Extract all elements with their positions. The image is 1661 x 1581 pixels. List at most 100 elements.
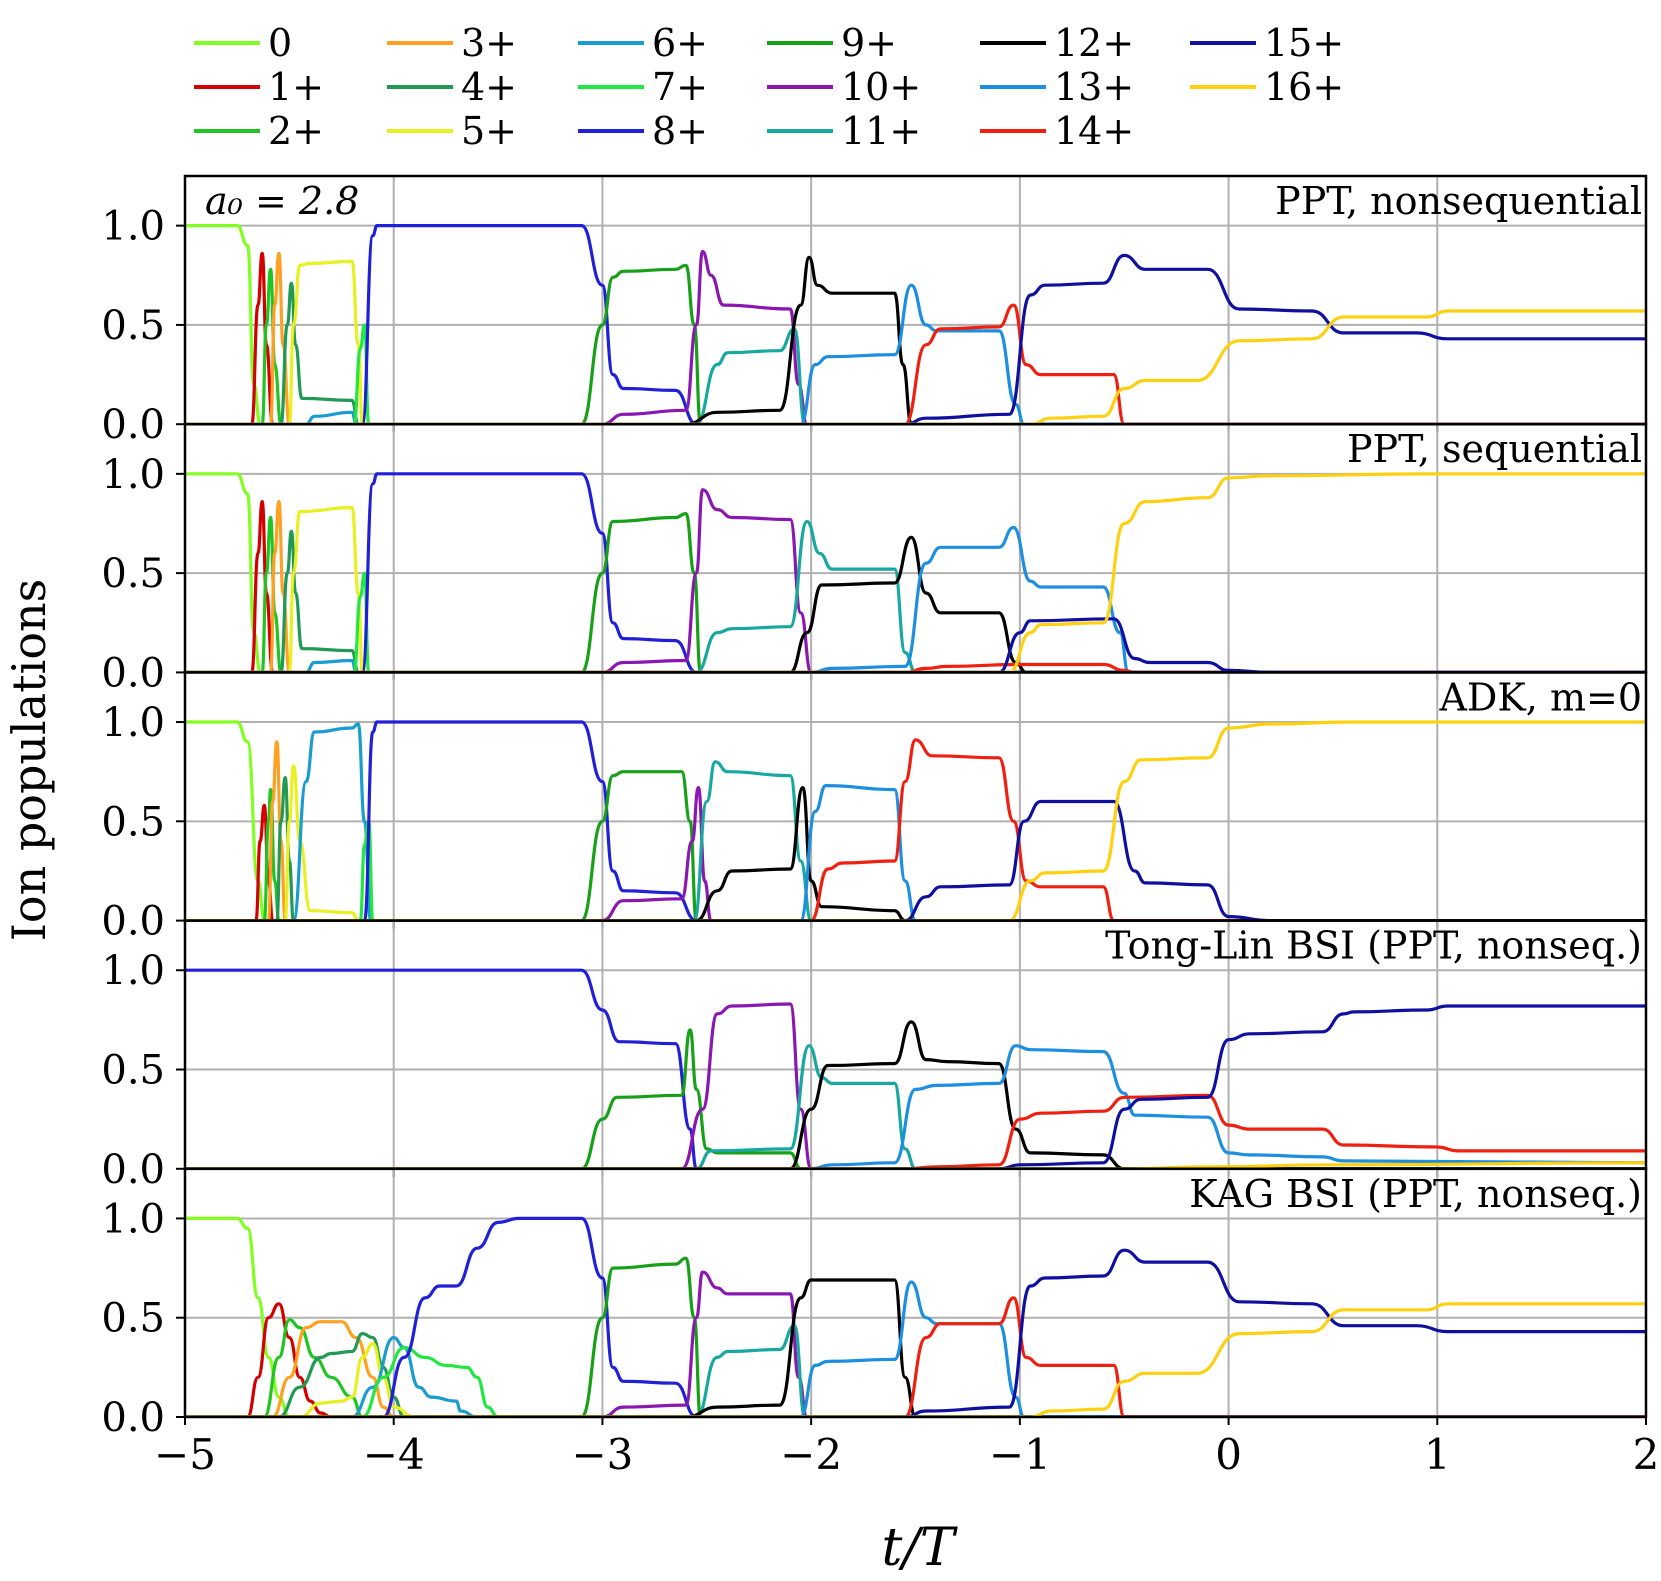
legend-label: 5+ xyxy=(461,109,517,153)
y-tick-label: 0.5 xyxy=(101,799,165,845)
series-line-3plus xyxy=(185,500,1646,673)
series-line-9plus xyxy=(185,1028,1646,1169)
series-line-9plus xyxy=(185,770,1646,921)
panel-frame xyxy=(183,671,1648,922)
legend-label: 10+ xyxy=(841,65,921,109)
y-tick-label: 0.0 xyxy=(101,650,165,696)
panel-1: 0.0 0.5 1.0 PPT, nonsequential a₀ = 2.8 xyxy=(101,174,1648,448)
series-line-13plus xyxy=(185,784,1646,921)
series-line-13plus xyxy=(185,1044,1646,1169)
panel-title: ADK, m=0 xyxy=(1438,675,1642,719)
series-line-15plus xyxy=(185,253,1646,425)
series-line-1plus xyxy=(185,251,1646,425)
x-tick-label: −5 xyxy=(154,1430,216,1479)
y-tick-label: 0.0 xyxy=(101,1147,165,1193)
annotation-a0: a₀ = 2.8 xyxy=(205,179,359,223)
y-tick-label: 0.5 xyxy=(101,1048,165,1094)
legend-label: 7+ xyxy=(652,65,708,109)
y-tick-label: 0.0 xyxy=(101,402,165,448)
panel-title: PPT, nonsequential xyxy=(1275,179,1642,223)
series-line-1plus xyxy=(185,803,1646,921)
panel-2: 0.0 0.5 1.0 PPT, sequential xyxy=(101,422,1648,696)
series-line-10plus xyxy=(185,1270,1646,1418)
series-line-12plus xyxy=(185,255,1646,425)
series-line-15plus xyxy=(185,1248,1646,1418)
series-line-11plus xyxy=(185,327,1646,425)
series-line-1plus xyxy=(185,1302,1646,1418)
x-axis-label: t/T xyxy=(881,1518,957,1578)
panel-4: 0.0 0.5 1.0 Tong-Lin BSI (PPT, nonseq.) xyxy=(101,919,1648,1193)
series-line-9plus xyxy=(185,1256,1646,1418)
series-line-10plus xyxy=(185,488,1646,673)
panel-frame xyxy=(183,1167,1648,1419)
series-line-9plus xyxy=(185,512,1646,673)
legend: 01+2+ 3+4+5+ 6+7+8+ 9+10+11+ 12+13+14+ 15+16+ xyxy=(194,21,1344,153)
panel-5: 0.0 0.5 1.0 KAG BSI (PPT, nonseq.) −5 −4 −3 −2 −… xyxy=(101,1167,1660,1479)
y-tick-label: 1.0 xyxy=(101,452,165,498)
series-line-16plus xyxy=(185,1302,1646,1418)
series-line-11plus xyxy=(185,1044,1646,1169)
series-line-3plus xyxy=(185,251,1646,425)
series-line-5plus xyxy=(185,764,1646,921)
legend-label: 4+ xyxy=(461,65,517,109)
legend-label: 12+ xyxy=(1054,21,1134,65)
series-line-10plus xyxy=(185,786,1646,921)
series-line-10plus xyxy=(185,1002,1646,1169)
series-line-10plus xyxy=(185,249,1646,425)
series-line-4plus xyxy=(185,776,1646,921)
x-tick-label: −1 xyxy=(989,1430,1051,1479)
legend-label: 3+ xyxy=(461,21,517,65)
y-tick-label: 0.5 xyxy=(101,1296,165,1342)
series-line-11plus xyxy=(185,760,1646,921)
series-line-0 xyxy=(185,223,1646,425)
legend-label: 15+ xyxy=(1264,21,1344,65)
legend-label: 13+ xyxy=(1054,65,1134,109)
series-line-14plus xyxy=(185,303,1646,425)
series-line-8plus xyxy=(185,223,1646,425)
legend-label: 16+ xyxy=(1264,65,1344,109)
panel-title: PPT, sequential xyxy=(1347,427,1642,471)
series-line-14plus xyxy=(185,1093,1646,1169)
series-line-1plus xyxy=(185,500,1646,673)
y-tick-label: 0.5 xyxy=(101,303,165,349)
legend-label: 14+ xyxy=(1054,109,1134,153)
series-line-15plus xyxy=(185,1004,1646,1169)
series-line-9plus xyxy=(185,263,1646,425)
series-line-16plus xyxy=(185,309,1646,425)
legend-label: 8+ xyxy=(652,109,708,153)
y-axis-label: Ion populations xyxy=(2,579,56,942)
series-line-12plus xyxy=(185,786,1646,921)
series-line-14plus xyxy=(185,738,1646,921)
legend-label: 0 xyxy=(268,21,292,65)
y-tick-label: 1.0 xyxy=(101,700,165,746)
x-tick-label: −4 xyxy=(363,1430,425,1479)
legend-label: 11+ xyxy=(841,109,921,153)
y-tick-label: 1.0 xyxy=(101,1196,165,1242)
series-line-15plus xyxy=(185,799,1646,921)
x-tick-label: −2 xyxy=(780,1430,842,1479)
series-line-2plus xyxy=(185,267,1646,425)
y-tick-label: 0.0 xyxy=(101,1395,165,1441)
x-tick-label: 2 xyxy=(1633,1430,1660,1479)
y-tick-label: 1.0 xyxy=(101,948,165,994)
x-tick-label: −3 xyxy=(571,1430,633,1479)
legend-label: 2+ xyxy=(268,109,324,153)
series-line-5plus xyxy=(185,506,1646,673)
series-line-8plus xyxy=(185,968,1646,1169)
y-tick-label: 0.0 xyxy=(101,899,165,945)
legend-label: 9+ xyxy=(841,21,897,65)
y-tick-label: 1.0 xyxy=(101,204,165,250)
y-tick-label: 0.5 xyxy=(101,551,165,597)
panel-3: 0.0 0.5 1.0 ADK, m=0 xyxy=(101,671,1648,945)
legend-label: 6+ xyxy=(652,21,708,65)
x-tick-label: 1 xyxy=(1424,1430,1451,1479)
series-line-3plus xyxy=(185,740,1646,921)
panel-title: KAG BSI (PPT, nonseq.) xyxy=(1189,1172,1642,1216)
series-line-13plus xyxy=(185,1280,1646,1418)
series-line-4plus xyxy=(185,281,1646,425)
x-tick-label: 0 xyxy=(1215,1430,1242,1479)
panel-title: Tong-Lin BSI (PPT, nonseq.) xyxy=(1105,924,1642,968)
series-line-13plus xyxy=(185,283,1646,425)
